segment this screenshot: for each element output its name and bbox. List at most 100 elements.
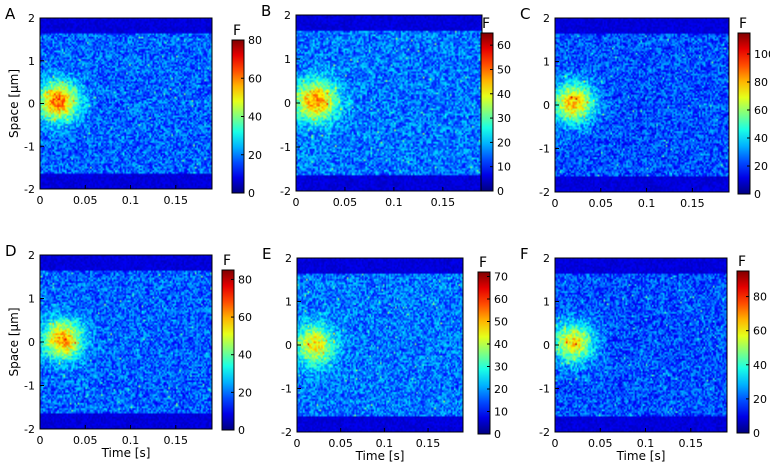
colorbar-tick-label: 80 [238, 273, 252, 286]
colorbar-title: F [233, 23, 241, 39]
y-tick-label: -1 [281, 383, 292, 396]
x-tick-label: 0.05 [73, 434, 98, 447]
x-axis-label: Time [s] [616, 449, 666, 463]
y-tick-label: 2 [284, 9, 291, 22]
panel-a: 0 0.05 0.1 0.15 -2 -1 0 1 2A Space [μm] 0 20 40 60 80 F [5, 5, 262, 207]
panel-c: 0 0.05 0.1 0.15 -2 -1 0 1 2C 0 20 40 60 80 100 F [520, 5, 770, 210]
heatmap-image [40, 18, 212, 189]
y-tick-label: 2 [543, 12, 550, 25]
panel-letter: D [5, 242, 17, 260]
colorbar-tick-label: 40 [248, 111, 262, 124]
y-tick-label: 0 [543, 339, 550, 352]
y-tick-label: 0 [285, 339, 292, 352]
y-tick-label: -2 [539, 186, 550, 199]
colorbar-tick-label: 50 [497, 63, 511, 76]
x-axis-label: Time [s] [355, 449, 405, 463]
x-tick-label: 0.05 [333, 196, 358, 209]
y-tick-label: 1 [28, 55, 35, 68]
x-tick-label: 0 [552, 197, 559, 210]
colorbar-tick-label: 60 [753, 325, 767, 338]
colorbar-tick-label: 80 [248, 34, 262, 47]
colorbar-tick-label: 60 [248, 72, 262, 85]
colorbar-tick-label: 80 [753, 291, 767, 304]
colorbar-tick-label: 40 [238, 349, 252, 362]
x-tick-label: 0.15 [680, 197, 705, 210]
x-tick-label: 0.1 [637, 437, 655, 450]
colorbar-title: F [223, 253, 231, 269]
x-tick-label: 0 [293, 196, 300, 209]
colorbar [737, 32, 751, 195]
x-tick-label: 0.15 [416, 437, 441, 450]
y-tick-label: 1 [28, 293, 35, 306]
colorbar-tick-label: 100 [754, 48, 770, 61]
colorbar-tick-label: 30 [497, 112, 511, 125]
colorbar-tick-label: 70 [494, 271, 508, 284]
colorbar-tick-label: 20 [754, 160, 768, 173]
y-tick-label: 0 [284, 97, 291, 110]
colorbar [480, 32, 494, 192]
panel-f: 0 0.05 0.1 0.15 -2 -1 0 1 2 F Time [s] 0 20 40 60 80 F [520, 245, 767, 463]
y-tick-label: -1 [539, 143, 550, 156]
y-axis-label: Space [μm] [7, 307, 21, 376]
x-axis-label: Time [s] [101, 446, 151, 460]
panel-letter: A [5, 5, 16, 23]
x-tick-label: 0.05 [588, 437, 613, 450]
colorbar-tick-label: 60 [238, 311, 252, 324]
colorbar-tick-label: 40 [497, 88, 511, 101]
y-tick-label: 1 [543, 296, 550, 309]
x-tick-label: 0.1 [638, 197, 656, 210]
x-tick-label: 0.1 [122, 194, 140, 207]
x-tick-label: 0.15 [164, 194, 189, 207]
colorbar-tick-label: 30 [494, 361, 508, 374]
panel-b: 0 0.05 0.1 0.15 -2 -1 0 1 2B 0 10 20 30 40 50 60 F [261, 2, 511, 209]
colorbar [736, 270, 750, 434]
y-tick-label: 2 [28, 12, 35, 25]
y-tick-label: -1 [539, 383, 550, 396]
y-tick-label: -2 [24, 423, 35, 436]
y-tick-label: -2 [280, 185, 291, 198]
colorbar-tick-label: 40 [494, 338, 508, 351]
colorbar [477, 271, 491, 435]
colorbar-title: F [479, 255, 487, 271]
colorbar-tick-label: 0 [248, 187, 255, 200]
y-tick-label: 0 [28, 98, 35, 111]
y-tick-label: 2 [543, 252, 550, 265]
panel-letter: F [520, 245, 529, 263]
colorbar-tick-label: 60 [494, 293, 508, 306]
colorbar-tick-label: 0 [238, 424, 245, 437]
y-tick-label: 2 [285, 252, 292, 265]
x-tick-label: 0.05 [589, 197, 614, 210]
panel-letter: E [262, 245, 271, 263]
heatmap-image [296, 15, 482, 191]
x-tick-label: 0.05 [73, 194, 98, 207]
y-tick-label: 2 [28, 249, 35, 262]
x-tick-label: 0.15 [431, 196, 456, 209]
y-tick-label: -2 [24, 183, 35, 196]
x-tick-label: 0.1 [385, 196, 403, 209]
y-tick-label: -1 [24, 140, 35, 153]
colorbar-title: F [738, 254, 746, 270]
y-tick-label: -1 [24, 380, 35, 393]
panel-e: 0 0.05 0.1 0.15 -2 -1 0 1 2 E Time [s] 0 10 20 30 40 50 6… [262, 245, 508, 463]
panel-d: 0 0.05 0.1 0.15 -2 -1 0 1 2D Space [μm] Time [s] 0 2… [5, 242, 252, 460]
panel-letter: C [520, 5, 530, 23]
x-tick-label: 0 [37, 434, 44, 447]
y-tick-label: 1 [285, 296, 292, 309]
panel-letter: B [261, 2, 271, 20]
x-tick-label: 0 [37, 194, 44, 207]
colorbar-tick-label: 0 [494, 428, 501, 441]
colorbar-tick-label: 0 [753, 427, 760, 440]
colorbar-tick-label: 60 [754, 104, 768, 117]
colorbar-tick-label: 50 [494, 316, 508, 329]
y-tick-label: 0 [543, 99, 550, 112]
colorbar-tick-label: 0 [497, 185, 504, 198]
x-tick-label: 0.15 [164, 434, 189, 447]
colorbar-tick-label: 0 [754, 188, 761, 201]
colorbar-tick-label: 20 [494, 383, 508, 396]
colorbar-tick-label: 20 [497, 136, 511, 149]
colorbar-title: F [739, 16, 747, 32]
colorbar-tick-label: 20 [238, 386, 252, 399]
colorbar-tick-label: 80 [754, 76, 768, 89]
y-axis-label: Space [μm] [7, 69, 21, 138]
